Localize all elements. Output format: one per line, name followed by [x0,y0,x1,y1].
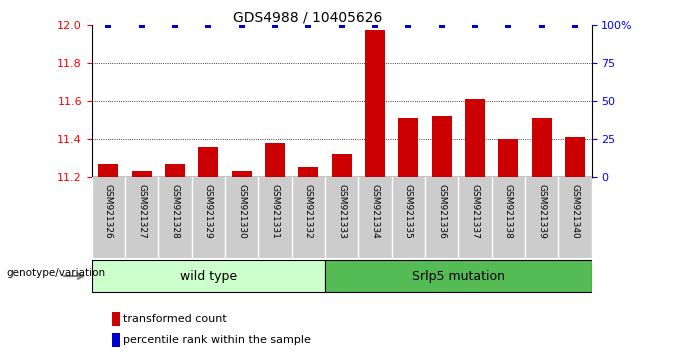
Bar [199,147,218,177]
Point [437,22,447,28]
Text: GDS4988 / 10405626: GDS4988 / 10405626 [233,11,382,25]
Text: genotype/variation: genotype/variation [7,268,106,278]
Text: GSM921339: GSM921339 [537,183,546,238]
Bar [432,116,452,177]
Point [203,22,214,28]
Text: GSM921335: GSM921335 [404,183,413,238]
Text: GSM921326: GSM921326 [104,183,113,238]
Text: GSM921337: GSM921337 [471,183,479,238]
Bar [112,312,120,326]
Bar [112,333,120,347]
Bar [365,30,385,177]
Text: percentile rank within the sample: percentile rank within the sample [123,335,311,345]
Text: GSM921331: GSM921331 [271,183,279,238]
Bar [465,99,485,177]
Bar [232,171,252,177]
Text: wild type: wild type [180,270,237,282]
Text: GSM921340: GSM921340 [571,183,579,238]
Point [536,22,547,28]
Text: GSM921334: GSM921334 [371,183,379,238]
Bar [532,118,551,177]
Text: transformed count: transformed count [123,314,227,324]
Point [103,22,114,28]
Bar [99,164,118,177]
Point [170,22,181,28]
Bar [565,137,585,177]
Point [370,22,381,28]
Bar [332,154,352,177]
Point [403,22,413,28]
Text: GSM921328: GSM921328 [171,183,180,238]
Bar [165,164,185,177]
Text: GSM921333: GSM921333 [337,183,346,238]
Text: GSM921330: GSM921330 [237,183,246,238]
Bar [299,167,318,177]
Text: GSM921332: GSM921332 [304,183,313,238]
Bar [92,260,325,292]
Point [570,22,581,28]
Text: GSM921329: GSM921329 [204,183,213,238]
Text: Srlp5 mutation: Srlp5 mutation [412,270,505,282]
Point [469,22,480,28]
Bar [498,139,518,177]
Point [337,22,347,28]
Bar [325,260,592,292]
Bar [265,143,285,177]
Point [503,22,514,28]
Bar [398,118,418,177]
Text: GSM921336: GSM921336 [437,183,446,238]
Point [303,22,314,28]
Text: GSM921338: GSM921338 [504,183,513,238]
Point [136,22,147,28]
Point [269,22,280,28]
Text: GSM921327: GSM921327 [137,183,146,238]
Bar [132,171,152,177]
Point [237,22,248,28]
